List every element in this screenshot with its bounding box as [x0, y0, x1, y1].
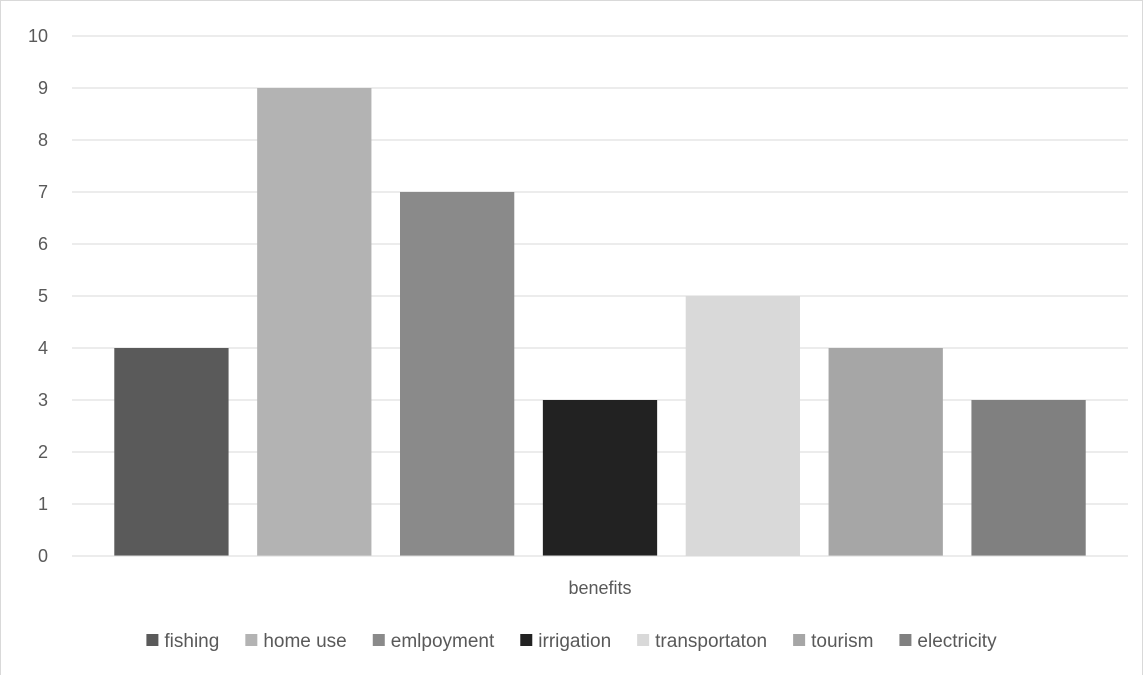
legend-item: transportaton [637, 631, 767, 652]
y-tick-label: 0 [38, 546, 48, 566]
y-tick-label: 2 [38, 442, 48, 462]
legend-swatch [372, 634, 385, 646]
legend-item: fishing [146, 631, 219, 652]
y-tick-label: 5 [38, 286, 48, 306]
bar-tourism [828, 348, 943, 556]
bar-electricity [971, 400, 1086, 556]
y-tick-label: 7 [38, 182, 48, 202]
legend-swatch [520, 634, 533, 646]
y-tick-label: 1 [38, 494, 48, 514]
y-tick-label: 9 [38, 78, 48, 98]
legend-label: electricity [917, 631, 997, 652]
bars [114, 88, 1086, 556]
bar-fishing [114, 348, 229, 556]
legend-label: transportaton [655, 631, 767, 652]
bar-emlpoyment [400, 192, 515, 556]
legend-swatch [146, 634, 159, 646]
legend-item: tourism [793, 631, 873, 652]
bar-irrigation [542, 400, 658, 556]
legend-item: electricity [899, 631, 997, 652]
bar-home-use [257, 88, 372, 556]
x-axis-title: benefits [568, 578, 631, 598]
legend-label: fishing [164, 631, 219, 652]
legend-label: tourism [811, 631, 873, 652]
y-tick-label: 8 [38, 130, 48, 150]
y-tick-label: 10 [28, 26, 48, 46]
y-tick-label: 6 [38, 234, 48, 254]
legend-item: home use [245, 631, 347, 652]
legend-swatch [637, 634, 650, 646]
legend-label: emlpoyment [391, 631, 495, 652]
y-tick-label: 4 [38, 338, 48, 358]
y-axis-ticks: 0 1 2 3 4 5 6 7 8 9 10 [28, 26, 48, 566]
legend-swatch [793, 634, 806, 646]
legend-swatch [899, 634, 912, 646]
legend-item: emlpoyment [372, 631, 495, 652]
legend: fishing home use emlpoyment irrigation trans… [146, 631, 997, 652]
legend-label: irrigation [538, 631, 611, 652]
y-tick-label: 3 [38, 390, 48, 410]
gridlines [72, 35, 1128, 505]
legend-label: home use [263, 631, 346, 652]
legend-item: irrigation [520, 631, 611, 652]
bar-transportaton [685, 296, 800, 556]
legend-swatch [245, 634, 258, 646]
